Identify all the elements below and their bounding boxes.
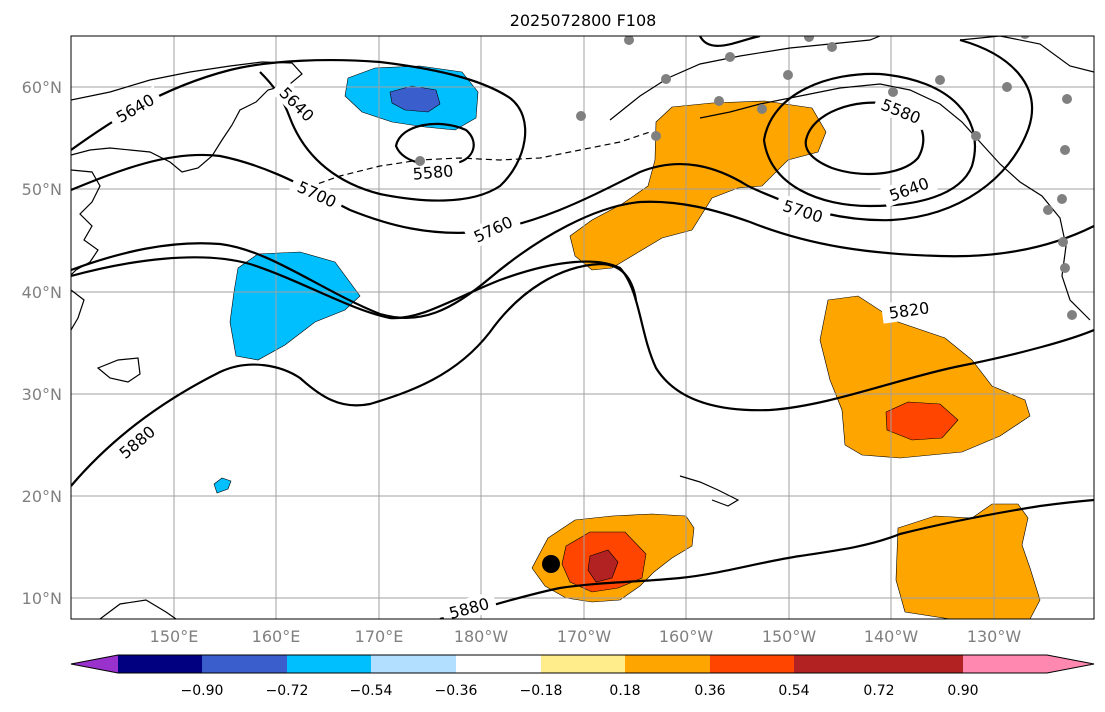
contour-5640-top [699,36,761,47]
colorbar-segment [541,655,625,673]
positive-anomaly-alaska [569,100,827,271]
contour-5820 [71,256,1094,412]
station-marker [1062,94,1072,104]
very-strong-positive-anomaly-tropics [587,549,619,583]
station-marker [725,52,735,62]
colorbar-tick-label: −0.54 [350,683,393,699]
colorbar-tick-label: 0.36 [694,683,725,699]
station-marker [576,111,586,121]
negative-anomaly-small [213,477,232,494]
positive-anomaly-east [819,295,1031,459]
colorbar-segment [118,655,202,673]
lon-label: 150°E [150,627,199,646]
colorbar-tick-label: 0.72 [863,683,894,699]
contour-5640-west [71,58,527,202]
colorbar-segment [287,655,371,673]
aleutian-chain [299,131,651,191]
colorbar-outline [70,654,1095,674]
station-marker [1058,237,1068,247]
station-marker [1020,36,1030,39]
contour-5880-north [71,262,638,487]
coastline-canada [959,36,1094,73]
island-hawaii-chain [679,475,740,507]
station-marker [783,70,793,80]
coastline-alaska [609,36,881,121]
colorbar-segment [71,655,118,673]
colorbar-tick-label: 0.54 [778,683,809,699]
longitude-labels: 150°E 160°E 170°E 180°W 170°W 160°W 150°… [150,627,1022,646]
map-plot-area: 5640 5640 5580 5580 5700 5700 5640 5760 … [71,36,1094,619]
station-marker [1060,145,1070,155]
lon-label: 160°W [659,627,714,646]
negative-anomaly-west [229,251,361,361]
station-markers [415,36,1077,320]
station-marker [714,96,724,106]
anomaly-shading [213,65,1041,619]
lat-label: 20°N [22,487,62,506]
lon-label: 150°W [762,627,817,646]
coastline-japan [71,289,85,331]
station-marker [971,131,981,141]
station-marker [935,75,945,85]
colorbar-segment [456,655,541,673]
contour-label-5580-a: 5580 [412,161,454,183]
lat-label: 30°N [22,385,62,404]
station-marker [1057,194,1067,204]
colorbar-segment [625,655,710,673]
lat-label: 40°N [22,283,62,302]
lat-label: 60°N [22,78,62,97]
coastline-kamchatka [71,61,303,173]
station-marker [804,36,814,42]
colorbar-segment [710,655,794,673]
contour-5760 [71,200,1094,320]
lon-label: 130°W [967,627,1022,646]
station-marker [1043,205,1053,215]
lat-label: 50°N [22,180,62,199]
lat-label: 10°N [22,589,62,608]
coastline-alaska-south [699,83,1091,321]
station-marker [624,36,634,45]
map-title: 2025072800 F108 [510,11,657,30]
contour-5880-south [439,498,1094,619]
colorbar: −0.90 −0.72 −0.54 −0.36 −0.18 0.18 0.36 … [70,654,1095,699]
positive-anomaly-southeast [895,503,1041,619]
island-midway [96,357,141,383]
height-contours [71,36,1094,619]
station-marker [757,104,767,114]
lon-label: 160°E [252,627,301,646]
station-marker [827,42,837,52]
station-marker [651,131,661,141]
colorbar-segment [879,655,963,673]
station-marker [888,87,898,97]
station-marker [661,74,671,84]
lon-label: 180°W [454,627,509,646]
contour-5580-east [804,101,925,176]
colorbar-tick-label: 0.18 [609,683,640,699]
colorbar-tick-label: −0.90 [181,683,224,699]
station-marker [1067,310,1077,320]
lon-label: 170°E [355,627,404,646]
map-frame [70,35,1095,620]
island-bottom-left [99,599,177,619]
colorbar-tick-label: −0.36 [435,683,478,699]
station-marker [415,156,425,166]
storm-center-marker [542,555,560,573]
colorbar-segment [202,655,287,673]
station-marker [1002,82,1012,92]
colorbar-tick-label: −0.18 [520,683,563,699]
contour-5640-east [762,72,977,208]
station-marker [1060,263,1070,273]
colorbar-segment [371,655,456,673]
lon-label: 140°W [864,627,919,646]
latitude-labels: 60°N 50°N 40°N 30°N 20°N 10°N [22,78,62,608]
colorbar-tick-label: −0.72 [266,683,309,699]
lon-label: 170°W [557,627,612,646]
colorbar-tick-label: 0.90 [947,683,978,699]
coastlines [71,36,1094,619]
contour-5700 [71,38,1034,234]
colorbar-segment [794,655,879,673]
colorbar-segment [963,655,1094,673]
